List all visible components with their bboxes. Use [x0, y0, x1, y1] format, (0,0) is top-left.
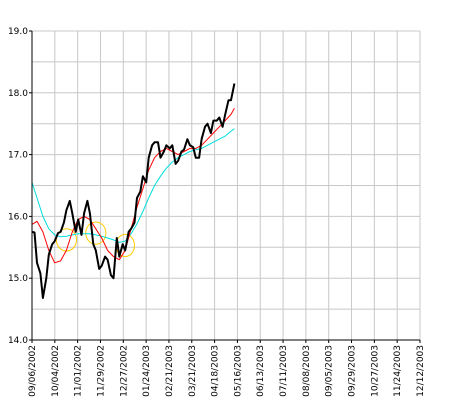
x-tick-labels: 09/06/2002 10/04/2002 11/01/2002 11/29/2002…	[28, 345, 426, 397]
y-tick-labels: 19.0 18.0 17.0 16.0 15.0 14.0	[8, 27, 28, 346]
y-tick-label: 16.0	[8, 212, 28, 222]
x-tick-label: 06/13/2003	[256, 345, 266, 397]
x-tick-label: 08/08/2003	[302, 345, 312, 397]
x-tick-label: 09/05/2003	[325, 345, 335, 397]
x-tick-label: 10/04/2002	[51, 345, 61, 397]
x-tick-label: 05/16/2003	[233, 345, 243, 397]
x-tick-label: 11/24/2003	[393, 345, 403, 397]
x-tick-label: 02/21/2003	[165, 345, 175, 397]
x-tick-label: 11/01/2002	[74, 345, 84, 397]
series-lines	[31, 83, 236, 299]
x-tick-label: 01/24/2003	[142, 345, 152, 397]
x-tick-label: 12/27/2002	[119, 345, 129, 397]
y-tick-label: 14.0	[8, 336, 28, 346]
x-tick-label: 09/06/2002	[28, 345, 38, 397]
y-tick-label: 18.0	[8, 89, 28, 99]
y-tick-label: 19.0	[8, 27, 28, 37]
x-tick-label: 12/12/2003	[416, 345, 426, 397]
x-tick-label: 10/27/2003	[370, 345, 380, 397]
y-tick-label: 17.0	[8, 151, 28, 161]
y-tick-label: 15.0	[8, 274, 28, 284]
series-line-2	[31, 128, 235, 243]
grid	[31, 30, 421, 341]
highlight-ellipse	[85, 221, 107, 245]
x-tick-label: 03/21/2003	[188, 345, 198, 397]
x-tick-label: 07/11/2003	[279, 345, 289, 397]
x-tick-label: 09/29/2003	[348, 345, 358, 397]
x-tick-label: 04/18/2003	[211, 345, 221, 397]
axes	[29, 30, 421, 343]
x-tick-label: 11/29/2002	[96, 345, 106, 397]
series-line-0	[31, 83, 236, 299]
